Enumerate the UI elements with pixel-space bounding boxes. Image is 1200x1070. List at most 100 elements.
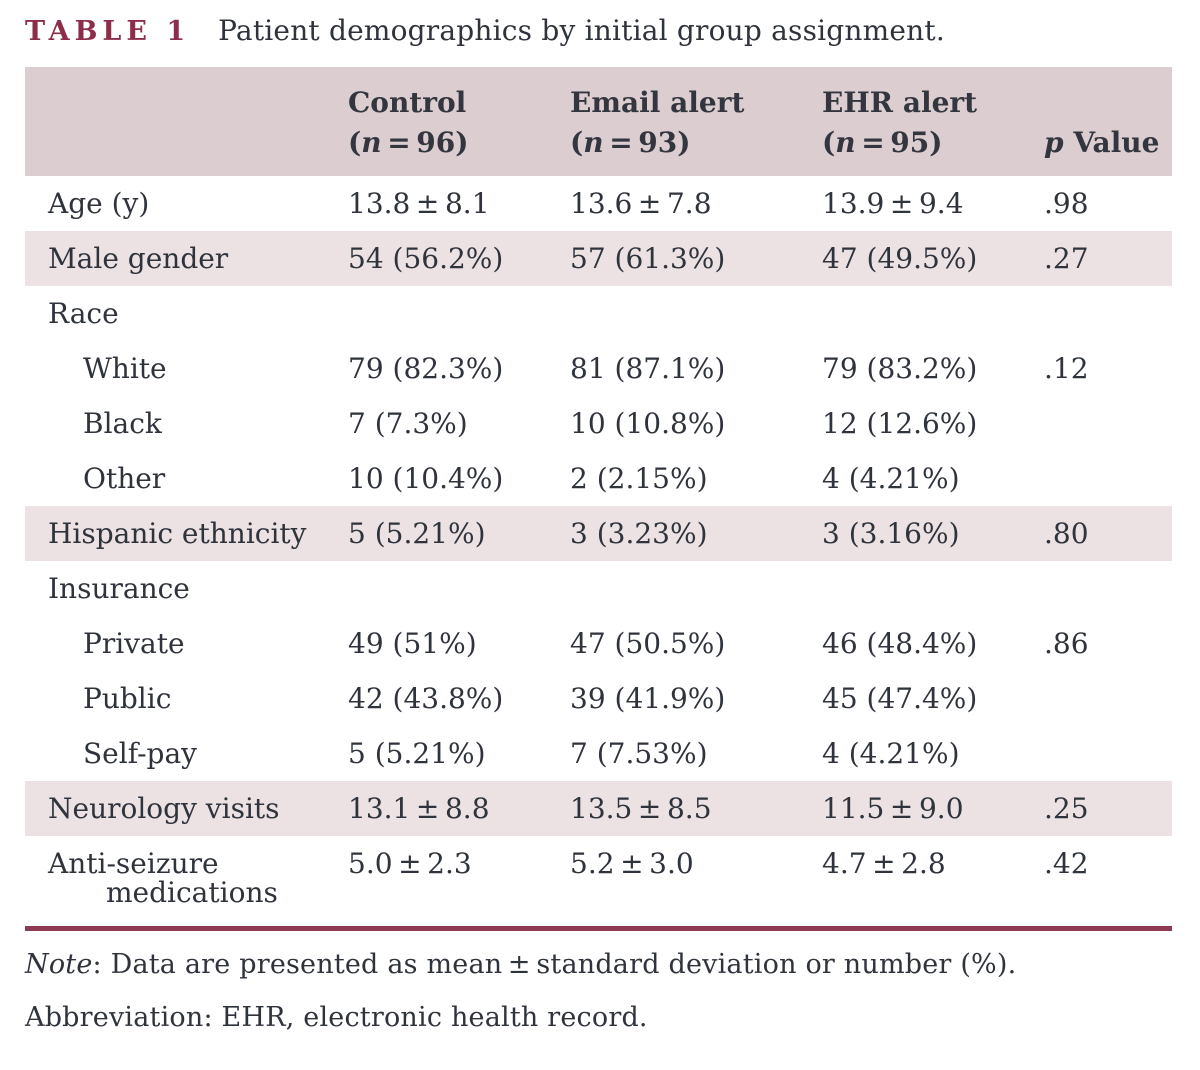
cell-email-alert: 13.5 ± 8.5	[570, 781, 822, 836]
cell-email-alert: 2 (2.15%)	[570, 462, 708, 495]
column-header-control: Control (n = 96)	[348, 67, 570, 176]
cell-control: 79 (82.3%)	[348, 352, 504, 385]
equals: =	[855, 126, 891, 159]
n-symbol: n	[361, 126, 382, 159]
cell-email-alert: 57 (61.3%)	[570, 231, 822, 286]
column-header-n: (n = 96)	[348, 123, 570, 163]
table-body: Age (y) 13.8 ± 8.1 13.6 ± 7.8 13.9 ± 9.4…	[25, 176, 1172, 929]
cell-ehr-alert: 79 (83.2%)	[822, 352, 978, 385]
table-row: Self-pay 5 (5.21%) 7 (7.53%) 4 (4.21%)	[25, 726, 1172, 781]
table-row: Public 42 (43.8%) 39 (41.9%) 45 (47.4%)	[25, 671, 1172, 726]
column-header-pvalue: p Value	[1044, 67, 1172, 176]
cell-p-value	[1044, 671, 1172, 726]
cell-p-value	[1044, 451, 1172, 506]
cell-p-value: .25	[1044, 781, 1172, 836]
row-label: Anti-seizure medications	[48, 847, 278, 909]
cell-control: 5 (5.21%)	[348, 737, 486, 770]
table-row: Private 49 (51%) 47 (50.5%) 46 (48.4%) .…	[25, 616, 1172, 671]
table-header: Control (n = 96) Email alert (n = 93) EH…	[25, 67, 1172, 176]
column-header-empty	[25, 67, 348, 176]
table-number-label: TABLE 1	[25, 16, 191, 47]
cell-p-value: .80	[1044, 506, 1172, 561]
n-symbol: n	[835, 126, 856, 159]
cell-p-value	[1044, 726, 1172, 781]
cell-ehr-alert	[822, 561, 1044, 616]
cell-control: 13.8 ± 8.1	[348, 187, 490, 220]
cell-p-value: .27	[1044, 231, 1172, 286]
cell-control	[348, 286, 570, 341]
row-label: Self-pay	[83, 737, 197, 770]
row-label: Black	[83, 407, 162, 440]
table-row: Black 7 (7.3%) 10 (10.8%) 12 (12.6%)	[25, 396, 1172, 451]
row-label: Insurance	[48, 572, 190, 605]
row-label: Male gender	[25, 231, 348, 286]
cell-control: 5.0 ± 2.3	[348, 847, 472, 880]
cell-ehr-alert: 12 (12.6%)	[822, 407, 978, 440]
cell-control: 7 (7.3%)	[348, 407, 468, 440]
paren-close: )	[677, 126, 691, 159]
cell-ehr-alert: 3 (3.16%)	[822, 506, 1044, 561]
cell-email-alert	[570, 286, 822, 341]
cell-p-value	[1044, 396, 1172, 451]
cell-email-alert: 81 (87.1%)	[570, 352, 726, 385]
cell-p-value: .86	[1044, 627, 1089, 660]
cell-ehr-alert: 4.7 ± 2.8	[822, 847, 946, 880]
row-label: Race	[48, 297, 119, 330]
column-header-title: Control	[348, 86, 467, 119]
equals: =	[603, 126, 639, 159]
paren-open: (	[822, 126, 836, 159]
p-value-header: p Value	[1044, 123, 1172, 163]
cell-ehr-alert: 4 (4.21%)	[822, 462, 960, 495]
cell-control: 10 (10.4%)	[348, 462, 504, 495]
table-row: Other 10 (10.4%) 2 (2.15%) 4 (4.21%)	[25, 451, 1172, 506]
cell-ehr-alert: 47 (49.5%)	[822, 231, 1044, 286]
note-text: : Data are presented as mean ± standard …	[92, 949, 1017, 980]
column-header-ehr-alert: EHR alert (n = 95)	[822, 67, 1044, 176]
cell-p-value: .12	[1044, 352, 1089, 385]
cell-control: 49 (51%)	[348, 627, 477, 660]
equals: =	[381, 126, 417, 159]
table-row: Anti-seizure medications 5.0 ± 2.3 5.2 ±…	[25, 836, 1172, 929]
cell-email-alert: 7 (7.53%)	[570, 737, 708, 770]
paren-open: (	[570, 126, 584, 159]
row-label: Public	[83, 682, 172, 715]
n-count: 96	[416, 126, 456, 159]
column-header-title: EHR alert	[822, 86, 978, 119]
paren-close: )	[455, 126, 469, 159]
paren-open: (	[348, 126, 362, 159]
cell-control: 13.1 ± 8.8	[348, 781, 570, 836]
cell-ehr-alert: 11.5 ± 9.0	[822, 781, 1044, 836]
cell-p-value: .98	[1044, 187, 1089, 220]
cell-email-alert: 3 (3.23%)	[570, 506, 822, 561]
cell-email-alert: 5.2 ± 3.0	[570, 847, 694, 880]
cell-control: 54 (56.2%)	[348, 231, 570, 286]
column-header-email-alert: Email alert (n = 93)	[570, 67, 822, 176]
cell-ehr-alert: 4 (4.21%)	[822, 737, 960, 770]
cell-ehr-alert: 45 (47.4%)	[822, 682, 978, 715]
row-label: Hispanic ethnicity	[25, 506, 348, 561]
column-header-title: Email alert	[570, 86, 745, 119]
table-row: Male gender 54 (56.2%) 57 (61.3%) 47 (49…	[25, 231, 1172, 286]
cell-ehr-alert: 13.9 ± 9.4	[822, 187, 964, 220]
column-header-n: (n = 93)	[570, 123, 822, 163]
table-caption: TABLE 1 Patient demographics by initial g…	[25, 14, 1175, 47]
cell-p-value	[1044, 561, 1172, 616]
column-header-n: (n = 95)	[822, 123, 1044, 163]
n-count: 93	[638, 126, 678, 159]
cell-ehr-alert: 46 (48.4%)	[822, 627, 978, 660]
table-row: Insurance	[25, 561, 1172, 616]
n-symbol: n	[583, 126, 604, 159]
row-label: Age (y)	[48, 187, 150, 220]
table-caption-text: Patient demographics by initial group as…	[218, 14, 945, 47]
row-label: Neurology visits	[25, 781, 348, 836]
table-row: White 79 (82.3%) 81 (87.1%) 79 (83.2%) .…	[25, 341, 1172, 396]
cell-email-alert	[570, 561, 822, 616]
cell-control	[348, 561, 570, 616]
table-footnotes: Note: Data are presented as mean ± stand…	[25, 948, 1175, 1035]
cell-email-alert: 39 (41.9%)	[570, 682, 726, 715]
cell-email-alert: 13.6 ± 7.8	[570, 187, 712, 220]
cell-email-alert: 10 (10.8%)	[570, 407, 726, 440]
cell-ehr-alert	[822, 286, 1044, 341]
row-label: Other	[83, 462, 166, 495]
n-count: 95	[890, 126, 930, 159]
